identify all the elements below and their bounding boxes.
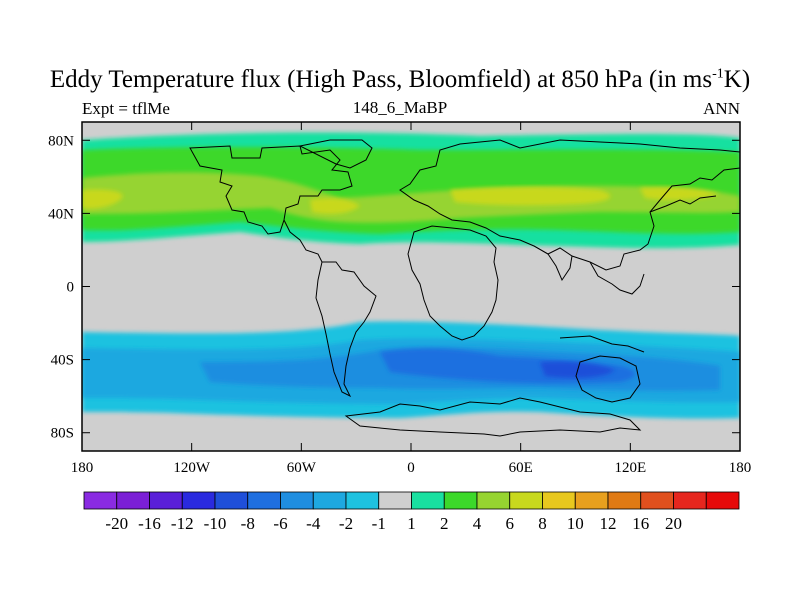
lat-tick-label: 40N bbox=[48, 206, 74, 222]
colorbar-swatch bbox=[542, 491, 576, 510]
colorbar-label: 8 bbox=[538, 514, 547, 533]
colorbar-label: 10 bbox=[567, 514, 584, 533]
colorbar-swatch bbox=[443, 491, 478, 510]
east-asia-inlet-outline bbox=[649, 195, 717, 213]
colorbar-swatch bbox=[607, 491, 642, 510]
greenland-outline bbox=[298, 139, 373, 169]
colorbar-label: -4 bbox=[306, 514, 321, 533]
colorbar-label: 16 bbox=[632, 514, 649, 533]
lat-tick-label: 80N bbox=[48, 133, 74, 149]
colorbar-label: -8 bbox=[241, 514, 255, 533]
lon-tick-label: 120W bbox=[173, 460, 211, 476]
colorbar-label: -6 bbox=[273, 514, 287, 533]
title-tail: K) bbox=[723, 66, 751, 93]
colorbar: -20 -16 -12 -10 -8 -6 -4 -2 -1 1 2 4 6 8 10 12 16 20 bbox=[83, 491, 740, 533]
experiment-label: Expt = tflMe bbox=[82, 99, 170, 118]
colorbar-swatch bbox=[247, 491, 281, 510]
colorbar-swatch bbox=[509, 491, 543, 510]
colorbar-swatch bbox=[705, 491, 740, 510]
colorbar-swatch bbox=[411, 491, 445, 510]
axis-ticks: 80N 40N 0 40S 80S 180 120W 60W 0 60E 120E 180 bbox=[48, 122, 751, 476]
colorbar-label: 20 bbox=[665, 514, 682, 533]
coastlines bbox=[189, 139, 740, 437]
colorbar-label: 12 bbox=[600, 514, 617, 533]
lon-tick-label: 180 bbox=[71, 460, 94, 476]
colorbar-swatch bbox=[673, 491, 707, 510]
nh-band-yellow bbox=[82, 187, 720, 214]
map-title: Eddy Temperature flux (High Pass, Bloomf… bbox=[0, 66, 800, 94]
season-label: ANN bbox=[703, 99, 740, 118]
indonesia-outline bbox=[559, 335, 645, 353]
colorbar-swatch bbox=[345, 491, 380, 510]
colorbar-label: -20 bbox=[105, 514, 128, 533]
colorbar-label: 6 bbox=[506, 514, 515, 533]
colorbar-swatch bbox=[214, 491, 249, 510]
lon-tick-label: 180 bbox=[729, 460, 752, 476]
colorbar-label: 1 bbox=[407, 514, 416, 533]
colorbar-label: -2 bbox=[339, 514, 353, 533]
title-text: Eddy Temperature flux (High Pass, Bloomf… bbox=[49, 66, 713, 93]
africa-outline bbox=[407, 225, 499, 341]
colorbar-swatch bbox=[312, 491, 347, 510]
lon-tick-label: 60E bbox=[509, 460, 533, 476]
southeast-asia-outline bbox=[589, 261, 645, 295]
colorbar-swatch bbox=[149, 491, 183, 510]
colorbar-swatch bbox=[181, 491, 216, 510]
colorbar-label: -16 bbox=[138, 514, 161, 533]
colorbar-label: -1 bbox=[372, 514, 386, 533]
title-superscript: -1 bbox=[712, 66, 724, 82]
colorbar-label: 2 bbox=[440, 514, 449, 533]
colorbar-swatch bbox=[83, 491, 118, 510]
south-america-outline bbox=[315, 261, 377, 398]
case-label: 148_6_MaBP bbox=[352, 98, 448, 117]
colorbar-label: -10 bbox=[204, 514, 227, 533]
colorbar-swatch bbox=[378, 491, 412, 510]
field-layer bbox=[82, 122, 740, 451]
lon-tick-label: 0 bbox=[407, 460, 415, 476]
lon-tick-label: 120E bbox=[614, 460, 646, 476]
colorbar-label: -12 bbox=[171, 514, 194, 533]
lat-tick-label: 40S bbox=[51, 353, 74, 369]
eurasia-outline bbox=[399, 139, 740, 271]
lat-tick-label: 80S bbox=[51, 426, 74, 442]
colorbar-swatch bbox=[116, 491, 150, 510]
colorbar-swatch bbox=[640, 491, 674, 510]
india-outline bbox=[533, 245, 573, 282]
colorbar-swatch bbox=[280, 491, 314, 510]
australia-outline bbox=[575, 355, 641, 403]
colorbar-swatch bbox=[476, 491, 511, 510]
lat-tick-label: 0 bbox=[67, 280, 75, 296]
colorbar-swatch bbox=[574, 491, 609, 510]
colorbar-label: 4 bbox=[473, 514, 482, 533]
antarctica-outline bbox=[344, 397, 642, 437]
central-america-outline bbox=[283, 219, 323, 263]
lon-tick-label: 60W bbox=[287, 460, 317, 476]
